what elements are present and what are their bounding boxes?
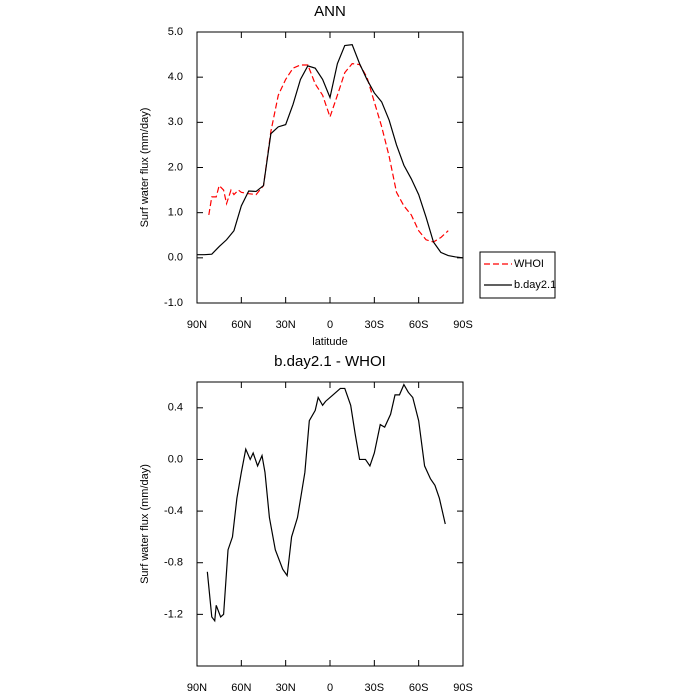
y-tick-label: 2.0	[168, 161, 183, 173]
x-axis-label: latitude	[312, 699, 347, 700]
x-tick-label: 60N	[231, 682, 251, 694]
x-tick-label: 60S	[409, 682, 429, 694]
data-line	[208, 62, 449, 243]
data-line	[197, 43, 464, 259]
y-tick-label: -1.2	[164, 608, 183, 620]
x-tick-label: 90N	[187, 319, 207, 331]
legend-label: WHOI	[514, 258, 544, 270]
x-tick-label: 60N	[231, 319, 251, 331]
legend-box	[479, 251, 556, 299]
x-tick-label: 90S	[453, 319, 473, 331]
chart-title: b.day2.1 - WHOI	[274, 353, 386, 370]
y-tick-label: -1.0	[164, 297, 183, 309]
y-tick-label: 4.0	[168, 71, 183, 83]
y-tick-label: 0.0	[168, 252, 183, 264]
y-tick-label: 0.4	[168, 402, 183, 414]
chart-title: ANN	[314, 3, 346, 20]
x-tick-label: 0	[327, 682, 333, 694]
x-tick-label: 90N	[187, 682, 207, 694]
y-tick-label: 3.0	[168, 116, 183, 128]
y-axis-label: Surf water flux (mm/day)	[139, 108, 151, 228]
plot-frame	[196, 31, 464, 304]
y-tick-label: -0.8	[164, 557, 183, 569]
x-tick-label: 0	[327, 319, 333, 331]
x-tick-label: 30N	[276, 319, 296, 331]
y-tick-label: 0.0	[168, 453, 183, 465]
y-tick-label: -0.4	[164, 505, 183, 517]
x-tick-label: 30N	[276, 682, 296, 694]
y-tick-label: 5.0	[168, 26, 183, 38]
x-tick-label: 90S	[453, 682, 473, 694]
plot-frame	[196, 381, 464, 667]
x-tick-label: 30S	[365, 319, 385, 331]
x-axis-label: latitude	[312, 336, 347, 348]
data-line	[206, 383, 446, 623]
legend-label: b.day2.1	[514, 279, 556, 291]
y-axis-label: Surf water flux (mm/day)	[139, 464, 151, 584]
x-tick-label: 60S	[409, 319, 429, 331]
x-tick-label: 30S	[365, 682, 385, 694]
y-tick-label: 1.0	[168, 207, 183, 219]
